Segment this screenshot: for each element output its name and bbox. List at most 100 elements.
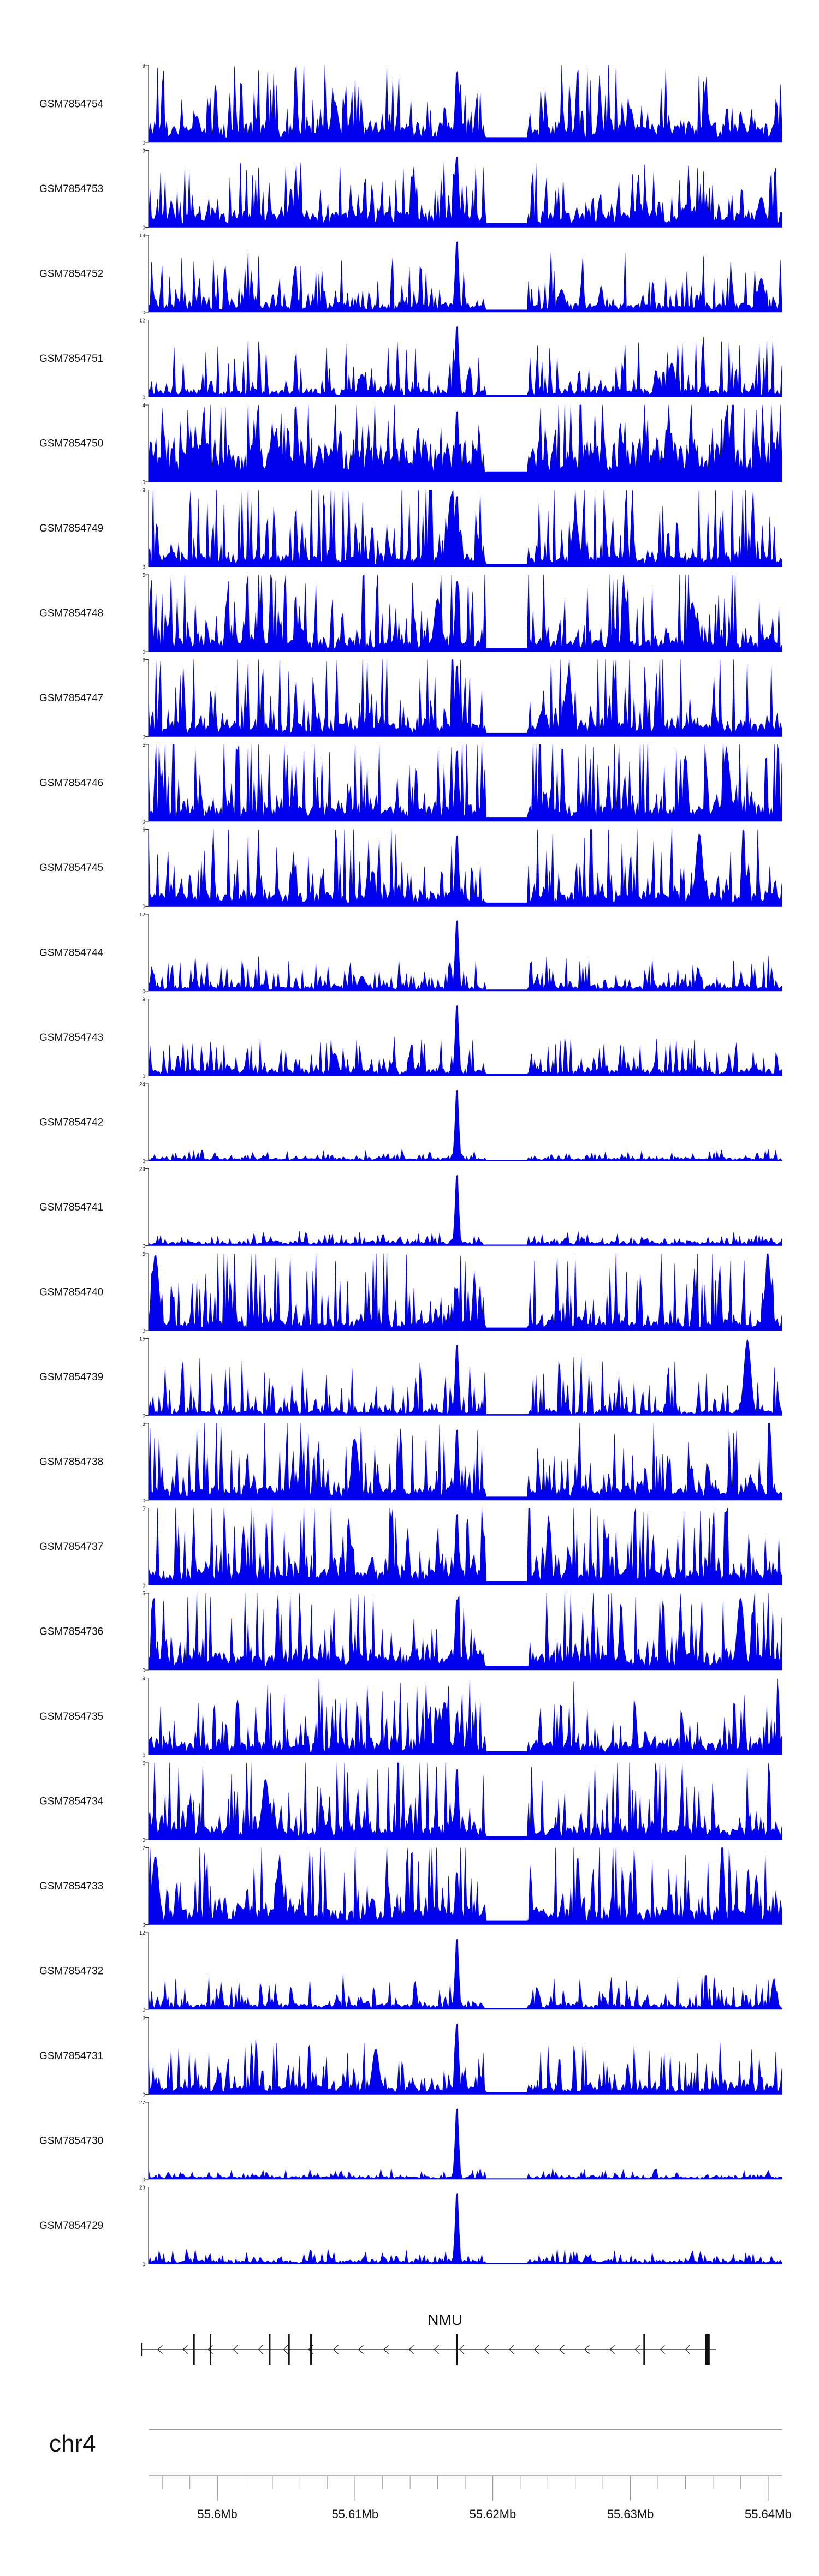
y-tick-label-zero: 0 bbox=[142, 565, 145, 571]
track-label: GSM7854742 bbox=[39, 1117, 103, 1129]
track-GSM7854746: GSM7854746 5 0 bbox=[39, 742, 782, 825]
coverage-area bbox=[149, 1679, 782, 1755]
exon-block bbox=[456, 2334, 458, 2365]
exon-block bbox=[288, 2334, 290, 2365]
track-GSM7854754: GSM7854754 9 0 bbox=[39, 63, 782, 146]
y-tick-label-max: 9 bbox=[142, 63, 145, 69]
track-label: GSM7854752 bbox=[39, 269, 103, 280]
y-tick-label-zero: 0 bbox=[142, 140, 145, 146]
track-label: GSM7854747 bbox=[39, 693, 103, 704]
coverage-area bbox=[149, 2024, 782, 2095]
y-tick-label-max: 5 bbox=[142, 573, 145, 579]
y-tick-label-zero: 0 bbox=[142, 649, 145, 655]
track-label: GSM7854733 bbox=[39, 1881, 103, 1892]
y-tick-label-max: 9 bbox=[142, 148, 145, 154]
track-label: GSM7854734 bbox=[39, 1796, 104, 1808]
y-tick-label-zero: 0 bbox=[142, 395, 145, 401]
track-label: GSM7854738 bbox=[39, 1457, 103, 1468]
y-tick-label-max: 7 bbox=[142, 1846, 145, 1852]
x-tick-label: 55.63Mb bbox=[607, 2507, 654, 2521]
coverage-area bbox=[149, 575, 782, 652]
coverage-area bbox=[149, 744, 782, 821]
track-label: GSM7854739 bbox=[39, 1372, 103, 1383]
y-tick-label-zero: 0 bbox=[142, 2092, 145, 2098]
y-tick-label-zero: 0 bbox=[142, 1414, 145, 1420]
y-tick-label-max: 27 bbox=[139, 2100, 146, 2106]
track-label: GSM7854729 bbox=[39, 2220, 103, 2232]
y-tick-label-max: 23 bbox=[139, 1167, 146, 1173]
coverage-area bbox=[149, 1090, 782, 1161]
coverage-area bbox=[149, 1005, 782, 1076]
track-GSM7854744: GSM7854744 12 0 bbox=[39, 912, 782, 995]
track-GSM7854737: GSM7854737 5 0 bbox=[39, 1506, 782, 1589]
track-GSM7854741: GSM7854741 23 0 bbox=[39, 1167, 782, 1250]
coverage-area bbox=[149, 1763, 782, 1840]
coverage-area bbox=[149, 920, 782, 991]
y-tick-label-max: 15 bbox=[139, 1337, 146, 1343]
track-GSM7854730: GSM7854730 27 0 bbox=[39, 2100, 782, 2183]
y-tick-label-zero: 0 bbox=[142, 989, 145, 995]
coverage-area bbox=[149, 1339, 782, 1416]
y-tick-label-max: 5 bbox=[142, 1506, 145, 1512]
track-label: GSM7854751 bbox=[39, 353, 103, 365]
track-GSM7854745: GSM7854745 6 0 bbox=[39, 827, 782, 910]
track-GSM7854735: GSM7854735 9 0 bbox=[39, 1676, 782, 1759]
y-tick-label-zero: 0 bbox=[142, 1838, 145, 1844]
track-GSM7854749: GSM7854749 9 0 bbox=[39, 488, 782, 571]
y-tick-label-zero: 0 bbox=[142, 310, 145, 316]
track-label: GSM7854748 bbox=[39, 608, 103, 619]
track-GSM7854729: GSM7854729 23 0 bbox=[39, 2185, 782, 2268]
track-label: GSM7854744 bbox=[39, 947, 104, 959]
y-tick-label-zero: 0 bbox=[142, 1498, 145, 1504]
coverage-area bbox=[149, 1593, 782, 1670]
y-tick-label-max: 12 bbox=[139, 1930, 146, 1936]
coverage-area bbox=[149, 405, 782, 482]
track-label: GSM7854750 bbox=[39, 438, 103, 450]
y-tick-label-max: 5 bbox=[142, 1251, 145, 1257]
track-label: GSM7854740 bbox=[39, 1287, 103, 1298]
y-tick-label-max: 5 bbox=[142, 1591, 145, 1597]
y-tick-label-max: 5 bbox=[142, 742, 145, 748]
y-tick-label-max: 24 bbox=[139, 1082, 146, 1088]
track-GSM7854738: GSM7854738 5 0 bbox=[39, 1421, 782, 1504]
x-tick-label: 55.61Mb bbox=[331, 2507, 378, 2521]
track-label: GSM7854737 bbox=[39, 1541, 103, 1553]
y-tick-label-zero: 0 bbox=[142, 1159, 145, 1165]
y-tick-label-max: 9 bbox=[142, 997, 145, 1003]
coverage-area bbox=[149, 2108, 782, 2179]
track-GSM7854734: GSM7854734 6 0 bbox=[39, 1761, 782, 1844]
y-tick-label-max: 9 bbox=[142, 488, 145, 494]
track-GSM7854733: GSM7854733 7 0 bbox=[39, 1846, 782, 1929]
y-tick-label-zero: 0 bbox=[142, 904, 145, 910]
y-tick-label-zero: 0 bbox=[142, 2262, 145, 2268]
exon-block bbox=[193, 2334, 195, 2365]
y-tick-label-max: 23 bbox=[139, 2185, 146, 2191]
track-label: GSM7854731 bbox=[39, 2050, 103, 2062]
y-tick-label-zero: 0 bbox=[142, 1583, 145, 1589]
y-tick-label-max: 5 bbox=[142, 1421, 145, 1427]
y-tick-label-max: 4 bbox=[142, 403, 145, 409]
track-GSM7854732: GSM7854732 12 0 bbox=[39, 1930, 782, 2013]
track-label: GSM7854732 bbox=[39, 1966, 103, 1977]
exon-block bbox=[705, 2334, 710, 2365]
coverage-area bbox=[149, 326, 782, 397]
coverage-area bbox=[149, 490, 782, 567]
coverage-area bbox=[149, 2193, 782, 2264]
y-tick-label-zero: 0 bbox=[142, 1753, 145, 1759]
coverage-area bbox=[149, 1175, 782, 1246]
y-tick-label-zero: 0 bbox=[142, 1074, 145, 1080]
y-tick-label-zero: 0 bbox=[142, 1328, 145, 1334]
y-tick-label-max: 6 bbox=[142, 1761, 145, 1767]
gene-name: NMU bbox=[428, 2311, 462, 2328]
y-tick-label-max: 9 bbox=[142, 1676, 145, 1682]
track-GSM7854740: GSM7854740 5 0 bbox=[39, 1251, 782, 1334]
track-label: GSM7854746 bbox=[39, 778, 103, 789]
y-tick-label-zero: 0 bbox=[142, 735, 145, 741]
y-tick-label-max: 12 bbox=[139, 912, 146, 918]
genome-track-figure: GSM785475490GSM785475390GSM7854752130GSM… bbox=[0, 0, 819, 2576]
coverage-area bbox=[149, 1254, 782, 1331]
y-tick-label-max: 9 bbox=[142, 2016, 145, 2022]
y-tick-label-zero: 0 bbox=[142, 1244, 145, 1250]
y-tick-label-zero: 0 bbox=[142, 480, 145, 486]
coverage-area bbox=[149, 1848, 782, 1925]
